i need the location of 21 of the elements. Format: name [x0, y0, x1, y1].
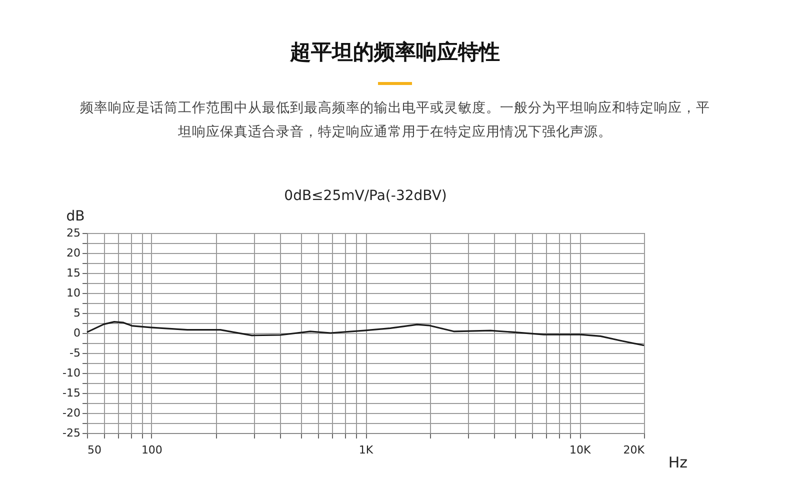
text: 0dB≤25mV/Pa(-32dBV) [284, 188, 447, 204]
x-tick-label: 20K [623, 444, 646, 456]
chart-subtitle: 频率响应是话筒工作范围中从最低到最高频率的输出电平或灵敏度。一般分为平坦响应和特定响应，平坦响应保真适合录音，特定响应通常用于在特定应用情况下强化声源。 [79, 99, 711, 142]
y-tick-label: 20 [66, 246, 80, 260]
y-tick-label: -10 [62, 366, 80, 380]
y-tick-label: 15 [66, 266, 80, 280]
y-tick-label: -15 [62, 386, 80, 400]
y-tick-label: -5 [70, 346, 80, 360]
chart-title: 超平坦的频率响应特性 [288, 39, 501, 66]
x-tick-label: 1K [358, 444, 374, 456]
y-tick-label: 10 [66, 286, 80, 300]
y-tick-label: -20 [62, 406, 80, 420]
x-axis-title: Hz [668, 454, 688, 472]
y-axis-title: dB [66, 208, 85, 224]
x-tick-label: 10K [569, 444, 592, 456]
y-tick-label: 25 [66, 226, 80, 240]
y-tick-label: 5 [74, 306, 80, 320]
x-tick-label: 100 [141, 444, 162, 456]
y-tick-label: 0 [74, 326, 80, 340]
x-tick-label: 50 [88, 444, 102, 456]
y-tick-label: -25 [62, 426, 80, 440]
